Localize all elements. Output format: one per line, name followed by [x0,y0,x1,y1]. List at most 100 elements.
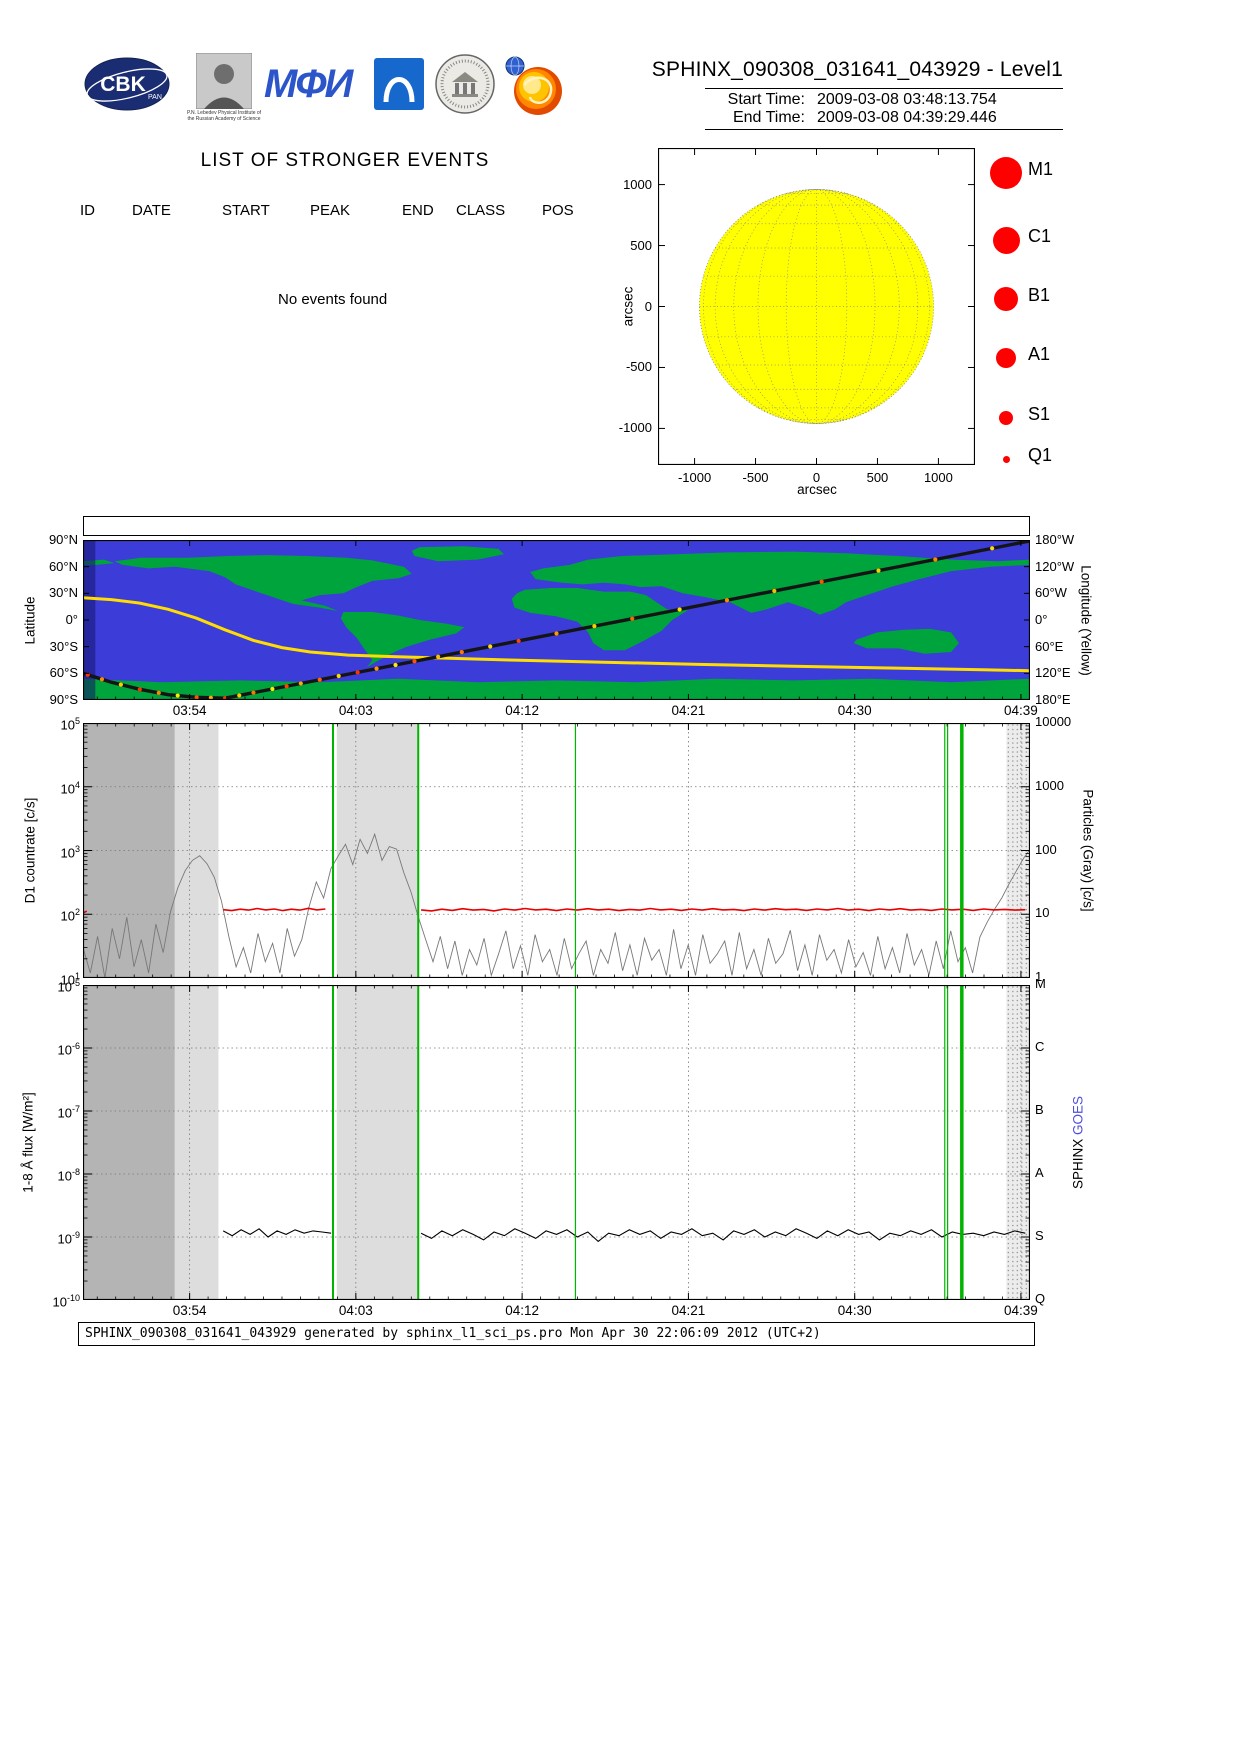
goes-class-tick-label: S [1035,1228,1044,1243]
events-col-id: ID [80,202,95,219]
sphinx-label: SPHINX [1070,1138,1086,1190]
events-col-end: END [402,202,434,219]
orbit-track-dot [677,607,682,612]
events-col-pos: POS [542,202,574,219]
orbit-track-dot [251,690,256,695]
solar-xtick-label: 500 [866,470,889,485]
ground-track-map [83,540,1030,700]
solar-ytick-label: 500 [630,237,652,253]
flare-class-dot-B1 [994,287,1018,311]
portrait-head [214,64,234,84]
solar-xtick-label: 1000 [923,470,953,485]
countrate-ytick-label: 102 [60,907,80,924]
end-time-label: End Time: [732,109,805,126]
orbit-track-dot [194,695,199,700]
arch-logo [374,58,424,110]
generation-footer: SPHINX_090308_031641_043929 generated by… [78,1322,1035,1346]
time-tick-label-upper: 04:12 [505,703,539,718]
time-tick-label-lower: 04:21 [671,1303,706,1318]
goes-class-tick-label: B [1035,1102,1044,1117]
lebedev-institute-portrait-logo [196,53,252,109]
countrate-panel [83,723,1030,978]
series-d1-countrate-red [223,907,326,912]
particles-ytick-label: 1 [1035,969,1043,984]
time-tick-label-lower: 03:54 [172,1303,207,1318]
map-lon-tick-label: 180°E [1035,692,1071,707]
time-tick-label-lower: 04:30 [837,1303,872,1318]
goes-class-tick-label: Q [1035,1291,1046,1306]
orbit-track-dot [990,546,995,551]
flare-class-dot-Q1 [1002,455,1010,463]
flux-right-axis-title: SPHINX GOES [1071,1063,1086,1223]
map-lon-tick-label: 60°W [1035,585,1067,601]
series-sphinx-flux-black [420,1228,1026,1243]
flux-ytick-label: 10-8 [57,1167,80,1184]
map-lat-tick-label: 60°S [49,665,78,681]
flare-class-label-A1: A1 [1028,344,1051,364]
orbit-track-dot [317,677,322,682]
orbit-track-dot [118,682,123,687]
orbit-track-line [83,540,1030,700]
no-events-message: No events found [278,291,388,308]
orbit-track-dot [630,616,635,621]
continent-africa [511,588,688,651]
map-lon-tick-label: 0° [1035,612,1048,627]
flux-ytick-label: 10-10 [52,1293,80,1310]
continent-north-america [114,555,412,612]
time-tick-label-upper: 04:03 [338,703,373,718]
orbit-track-dot [488,644,493,649]
map-lon-tick-label: 120°E [1035,665,1071,681]
continent-australia [853,628,959,654]
orbit-track-dot [237,693,242,698]
cbk-pan-logo: CBK PAN [84,57,170,111]
solar-ytick-label: 0 [644,298,652,314]
orbit-track-dot [554,631,559,636]
sphinx-sun-logo [505,56,562,115]
seal-building-column [455,83,459,94]
series-sphinx-flux-black [222,1228,332,1238]
orbit-track-dot [270,686,275,692]
cbk-logo-subtext: PAN [148,94,162,101]
orbit-track-dot [355,670,360,675]
solar-xtick-label: -500 [742,470,769,485]
orbit-track-dot [284,684,289,689]
orbit-track-dot [459,649,464,655]
time-range-block: Start Time: 2009-03-08 03:48:13.754 End … [705,88,1063,130]
flux-ytick-label: 10-5 [57,978,80,995]
orbit-track-dot [336,673,341,679]
flux-ytick-label: 10-6 [57,1041,80,1058]
particles-ytick-label: 100 [1035,841,1057,857]
flare-class-dot-S1 [999,411,1013,425]
flare-class-label-M1: M1 [1028,159,1054,179]
time-tick-label-upper: 04:21 [671,703,706,718]
particles-ytick-label: 10000 [1035,714,1072,729]
longitude-line [83,596,1030,673]
time-tick-label-lower: 04:39 [1004,1303,1038,1318]
goes-label: GOES [1070,1095,1086,1135]
seal-text-ring [440,59,490,109]
orbit-track-dot [516,638,521,644]
countrate-left-axis-title: D1 countrate [c/s] [22,797,38,904]
end-time-value: 2009-03-08 04:39:29.446 [817,109,997,126]
events-list-heading: LIST OF STRONGER EVENTS [200,150,490,171]
orbit-track-dot [436,654,441,659]
seal-building-base [452,94,478,97]
time-tick-label-lower: 04:03 [338,1303,373,1318]
solar-disk-plot [658,148,975,465]
solar-xaxis-title: arcsec [797,482,837,497]
particles-ytick-label: 1000 [1035,777,1064,793]
continent-south-america [340,612,465,668]
start-time-label: Start Time: [727,91,805,108]
map-lat-tick-label: 90°N [48,532,78,547]
events-col-class: CLASS [456,202,506,219]
events-col-date: DATE [132,202,171,219]
cbk-logo-text: CBK [100,73,146,96]
start-time-row: Start Time: 2009-03-08 03:48:13.754 [705,91,1063,109]
continent-eurasia [530,551,1030,615]
orbit-track-dot [99,677,105,682]
time-tick-label-upper: 04:39 [1004,703,1038,718]
flux-panel [83,985,1030,1300]
solar-xtick-label: 0 [812,470,821,485]
map-lat-tick-label: 0° [65,612,78,627]
goes-class-tick-label: C [1035,1039,1045,1054]
